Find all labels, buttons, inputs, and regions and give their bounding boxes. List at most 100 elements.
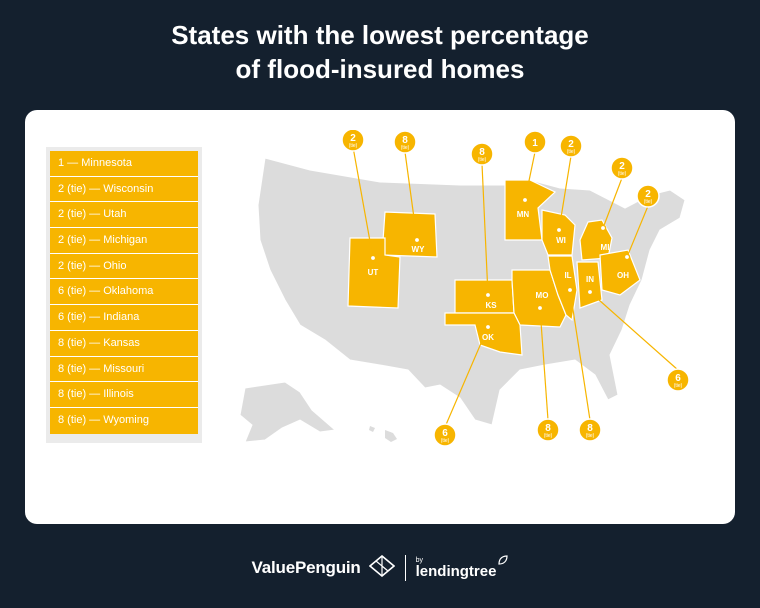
state-oh <box>599 249 641 296</box>
anchor-dot-mn <box>521 196 529 204</box>
anchor-dot-oh <box>623 253 631 261</box>
rank-badge-ok: 6 (tie) <box>433 423 457 447</box>
legend-item: 2 (tie) — Utah <box>50 202 198 229</box>
legend-item: 2 (tie) — Wisconsin <box>50 176 198 203</box>
svg-text:6: 6 <box>675 373 681 384</box>
legend-item: 2 (tie) — Michigan <box>50 228 198 254</box>
lendingtree-logo-text: lendingtree <box>415 563 497 580</box>
anchor-dot-mi <box>599 224 607 232</box>
leader-line-il <box>569 289 591 421</box>
state-label-mi: MI <box>601 243 610 252</box>
svg-text:1: 1 <box>532 138 538 149</box>
legend-item: 8 (tie) — Missouri <box>50 356 198 383</box>
state-label-il: IL <box>564 271 571 280</box>
svg-text:8: 8 <box>545 423 551 434</box>
svg-text:(tie): (tie) <box>401 145 410 151</box>
state-label-mn: MN <box>517 210 530 219</box>
rank-badge-ut: 2 (tie) <box>341 130 365 152</box>
anchor-dot-ut <box>369 254 377 262</box>
rank-badge-oh: 2 (tie) <box>636 184 660 208</box>
rank-badge-wy: 8 (tie) <box>393 130 417 154</box>
legend-item: 8 (tie) — Kansas <box>50 330 198 357</box>
rank-badge-mi: 2 (tie) <box>610 156 634 180</box>
state-mn <box>504 179 557 241</box>
rank-badge-in: 6 (tie) <box>666 368 690 392</box>
state-label-mo: MO <box>536 291 549 300</box>
state-ok <box>444 312 523 356</box>
state-label-oh: OH <box>617 271 629 280</box>
footer-branding: ValuePenguin by lendingtree <box>0 548 760 588</box>
lendingtree-logo: by lendingtree <box>416 557 497 579</box>
anchor-dot-mo <box>536 304 544 312</box>
svg-text:2: 2 <box>350 133 356 144</box>
svg-text:8: 8 <box>587 423 593 434</box>
anchor-dot-wy <box>413 236 421 244</box>
svg-text:2: 2 <box>568 139 574 150</box>
svg-text:8: 8 <box>479 147 485 158</box>
svg-text:(tie): (tie) <box>349 143 358 149</box>
state-label-in: IN <box>586 275 594 284</box>
svg-text:(tie): (tie) <box>618 171 627 177</box>
svg-text:(tie): (tie) <box>478 157 487 163</box>
state-in <box>576 261 603 309</box>
svg-text:(tie): (tie) <box>644 199 653 205</box>
rank-badge-mn: 1 <box>523 130 547 154</box>
hawaii-shape <box>369 426 375 432</box>
map-card: 1 — Minnesota 2 (tie) — Wisconsin 2 (tie… <box>25 110 735 524</box>
rank-badge-mo: 8 (tie) <box>536 418 560 442</box>
svg-text:(tie): (tie) <box>544 433 553 439</box>
leader-line-wi <box>558 155 572 231</box>
leader-line-ks <box>481 163 489 296</box>
hawaii-shape <box>385 430 397 442</box>
legend-item: 6 (tie) — Indiana <box>50 305 198 331</box>
leader-line-oh <box>626 205 649 258</box>
leader-line-mi <box>602 177 623 229</box>
valuepenguin-logo-text: ValuePenguin <box>251 558 361 577</box>
legend-item: 6 (tie) — Oklahoma <box>50 279 198 306</box>
state-ut <box>347 237 401 309</box>
legend-item: 1 — Minnesota <box>50 151 198 177</box>
svg-text:(tie): (tie) <box>586 433 595 439</box>
svg-text:(tie): (tie) <box>674 383 683 389</box>
rank-badge-il: 8 (tie) <box>578 418 602 442</box>
legend-item: 8 (tie) — Illinois <box>50 382 198 408</box>
anchor-dot-in <box>586 288 594 296</box>
page-title: States with the lowest percentage of flo… <box>0 18 760 86</box>
leader-line-ut <box>352 146 374 259</box>
state-label-wi: WI <box>556 236 566 245</box>
svg-text:2: 2 <box>645 189 651 200</box>
svg-text:8: 8 <box>402 135 408 146</box>
us-map: WY UT MN WI MI KS MO IL IN OH OK 2 (tie)… <box>239 130 690 447</box>
title-line-2: of flood-insured homes <box>235 54 525 84</box>
alaska-shape <box>239 381 337 443</box>
title-line-1: States with the lowest percentage <box>171 20 589 50</box>
rank-badge-wi: 2 (tie) <box>559 134 583 158</box>
anchor-dot-wi <box>555 226 563 234</box>
anchor-dot-ok <box>484 323 492 331</box>
rank-badge-ks: 8 (tie) <box>470 142 494 166</box>
footer-divider <box>404 555 406 581</box>
state-il <box>547 255 578 322</box>
state-label-ut: UT <box>368 268 379 277</box>
svg-text:(tie): (tie) <box>567 149 576 155</box>
leader-line-in <box>589 291 679 371</box>
valuepenguin-diamond-icon <box>368 554 395 582</box>
by-label: by <box>415 557 424 564</box>
legend-item: 2 (tie) — Ohio <box>50 253 198 280</box>
lendingtree-leaf-icon <box>498 552 509 570</box>
leader-line-mn <box>524 151 536 201</box>
svg-text:6: 6 <box>442 428 448 439</box>
leader-line-wy <box>404 151 418 241</box>
ranking-legend: 1 — Minnesota 2 (tie) — Wisconsin 2 (tie… <box>46 147 202 443</box>
state-label-ks: KS <box>485 301 497 310</box>
state-wy <box>381 211 438 258</box>
anchor-dot-il <box>566 286 574 294</box>
state-label-ok: OK <box>482 333 494 342</box>
anchor-dot-ks <box>484 291 492 299</box>
svg-text:(tie): (tie) <box>441 438 450 444</box>
leader-line-mo <box>539 307 549 421</box>
svg-text:2: 2 <box>619 161 625 172</box>
legend-item: 8 (tie) — Wyoming <box>50 407 198 434</box>
leader-line-ok <box>444 326 489 428</box>
state-label-wy: WY <box>412 245 426 254</box>
